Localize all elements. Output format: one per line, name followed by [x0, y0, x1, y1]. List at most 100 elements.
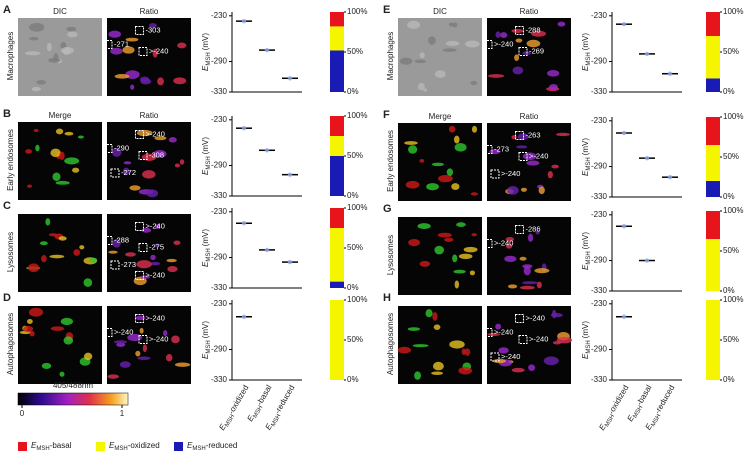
- bar-segment: [706, 117, 720, 145]
- roi-box: [490, 169, 500, 179]
- cell-signal: [60, 47, 74, 54]
- cell-signal: [27, 319, 33, 324]
- cell-signal: [408, 238, 420, 247]
- row-label: Macrophages: [386, 32, 395, 80]
- cell-signal: [432, 312, 438, 321]
- emsh-tail: (mV): [581, 232, 590, 250]
- row-label: Early endosomes: [6, 129, 15, 191]
- cell-signal: [174, 362, 191, 367]
- emsh-tail: -reduced: [653, 384, 677, 416]
- emsh-sub: MSH: [586, 52, 592, 65]
- mean-dot: [621, 130, 627, 136]
- bar-tick-label: 50%: [347, 243, 363, 252]
- roi-value: -290: [114, 143, 129, 152]
- mean-dot: [241, 18, 247, 24]
- cell-signal: [25, 149, 32, 154]
- cell-signal: [404, 141, 418, 145]
- y-tick-label: -330: [211, 375, 228, 384]
- bar-tick-label: 0%: [723, 87, 735, 96]
- cell-signal: [79, 245, 85, 250]
- cell-signal: [434, 70, 446, 78]
- cell-signal: [45, 218, 51, 226]
- roi-box: [110, 168, 120, 178]
- legend-swatch: [96, 442, 105, 451]
- cell-signal: [135, 315, 146, 321]
- cell-signal: [122, 167, 130, 176]
- cell-signal: [28, 263, 40, 273]
- cell-signal: [547, 70, 560, 77]
- bar-segment: [330, 12, 344, 27]
- cell-signal: [64, 131, 74, 136]
- bar-segment: [706, 12, 720, 36]
- cell-signal: [423, 88, 428, 92]
- bar-tick-label: 50%: [347, 151, 363, 160]
- cell-signal: [146, 189, 159, 198]
- emsh-main: E: [644, 422, 655, 432]
- emsh-label: EMSH(mV): [201, 229, 211, 267]
- cell-signal: [534, 268, 550, 274]
- roi-box: [103, 328, 113, 337]
- emsh-label: EMSH-oxidized: [597, 384, 631, 433]
- micrograph: [487, 18, 571, 96]
- bar-tick-label: 50%: [723, 246, 739, 255]
- y-tick-label: -290: [591, 57, 608, 66]
- roi-box: [138, 243, 148, 252]
- bar-segment: [706, 211, 720, 239]
- roi-value: >-240: [494, 327, 513, 336]
- y-tick-label: -330: [591, 286, 608, 295]
- cell-signal: [453, 135, 460, 144]
- cell-signal: [52, 172, 61, 182]
- cell-signal: [549, 83, 558, 90]
- cell-signal: [528, 364, 536, 371]
- cell-signal: [67, 31, 78, 38]
- bar-tick-label: 100%: [347, 7, 367, 16]
- cell-signal: [511, 367, 525, 373]
- cell-signal: [425, 309, 433, 318]
- image-title: Merge: [429, 112, 452, 121]
- cell-signal: [535, 230, 540, 235]
- roi-box: [483, 40, 493, 49]
- cell-signal: [408, 145, 418, 154]
- bar-segment: [330, 281, 344, 288]
- cell-signal: [507, 284, 518, 289]
- cell-signal: [174, 163, 180, 168]
- colorbar: [17, 392, 129, 406]
- bar-tick-label: 100%: [723, 7, 743, 16]
- emsh-tail: -reduced: [206, 441, 238, 450]
- legend-swatch: [18, 442, 27, 451]
- y-tick-label: -230: [591, 299, 608, 308]
- cell-signal: [493, 358, 507, 364]
- mean-dot: [264, 247, 270, 253]
- panel-letter: C: [3, 200, 11, 212]
- bar-segment: [706, 145, 720, 181]
- cell-signal: [29, 22, 45, 32]
- emsh-sub: MSH: [192, 446, 205, 452]
- roi-value: -272: [121, 168, 136, 177]
- y-tick-label: -290: [591, 345, 608, 354]
- bar-segment: [706, 36, 720, 79]
- y-tick-label: -290: [591, 256, 608, 265]
- cell-signal: [453, 269, 466, 274]
- cell-signal: [526, 39, 541, 48]
- cell-signal: [111, 147, 122, 157]
- roi-box: [490, 352, 500, 362]
- bar-segment: [330, 228, 344, 282]
- cell-signal: [407, 20, 421, 29]
- emsh-sub: MSH: [586, 251, 592, 264]
- cell-signal: [33, 128, 39, 133]
- cell-signal: [519, 285, 535, 290]
- bar-tick-label: 100%: [723, 206, 743, 215]
- emsh-sub: MSH: [270, 413, 282, 428]
- roi-value: -286: [526, 224, 541, 233]
- bar-segment: [330, 26, 344, 51]
- bar-tick-label: 0%: [723, 375, 735, 384]
- cell-signal: [458, 366, 473, 375]
- cell-signal: [437, 232, 452, 238]
- emsh-main: E: [264, 422, 275, 432]
- cell-signal: [397, 346, 411, 354]
- roi-box: [135, 130, 144, 139]
- emsh-label: EMSH(mV): [201, 137, 211, 175]
- roi-box: [483, 239, 493, 248]
- mean-dot: [621, 224, 627, 229]
- roi-value: >-240: [149, 46, 168, 55]
